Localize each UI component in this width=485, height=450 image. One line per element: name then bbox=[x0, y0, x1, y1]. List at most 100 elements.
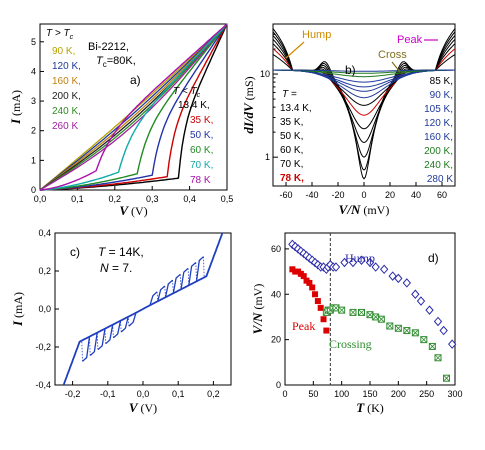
panel-a-legend-above-item: 200 K, bbox=[52, 91, 81, 102]
panel-c-temp-symbol: T bbox=[98, 245, 107, 259]
panel-a-tc-sub: c bbox=[103, 60, 107, 69]
panel-a-legend-above-title-text: T > T bbox=[46, 28, 71, 39]
panel-a-sample: Bi-2212, bbox=[88, 41, 129, 53]
panel-b-hump-arrow bbox=[285, 41, 305, 59]
panel-d-point-crossing-x2 bbox=[386, 322, 394, 330]
panel-a-curve-below bbox=[39, 23, 228, 191]
panel-b: -60 -40 -20 0 20 40 60 1 10 V/N (mV) dI/dV (mS) Hum… bbox=[241, 23, 456, 217]
panel-a-ytick-label: 4 bbox=[31, 66, 36, 76]
panel-d-point-hump bbox=[411, 289, 420, 300]
panel-c-xtick-label: -0,2 bbox=[65, 389, 81, 399]
panel-a: 0,0 0,1 0,2 0,3 0,4 0,5 0 1 2 3 4 5 V (V) I (mA) Bi-22… bbox=[8, 23, 234, 218]
panel-b-legend-right-item: 85 K, bbox=[430, 76, 453, 87]
panel-a-curve-below bbox=[39, 23, 228, 191]
panel-a-ytick-label: 0 bbox=[31, 185, 36, 195]
panel-d-point-peak bbox=[300, 273, 307, 280]
panel-b-legend-right-item: 120 K, bbox=[424, 118, 453, 129]
panel-c-n-symbol: N bbox=[100, 261, 109, 275]
panel-d-point-hump bbox=[357, 255, 366, 265]
panel-b-xtick-label: 60 bbox=[437, 190, 447, 200]
panel-a-xtick-label: 0,5 bbox=[221, 194, 234, 204]
panel-a-legend-below-title: T < Tc bbox=[173, 86, 201, 99]
panel-a-legend-above-item: 120 K, bbox=[52, 61, 81, 72]
panel-d-peak-label: Peak bbox=[292, 319, 315, 333]
panel-d-point-hump bbox=[433, 316, 443, 327]
panel-a-legend-above-item: 260 K bbox=[52, 121, 78, 132]
panel-d-point-hump bbox=[365, 257, 375, 268]
panel-a-legend-below-item: 35 K, bbox=[190, 115, 213, 126]
panel-d-ylabel-symbol: V/N bbox=[250, 312, 265, 334]
panel-a-ylabel-unit: (mA) bbox=[9, 90, 23, 119]
panel-c-branch-jump bbox=[81, 340, 83, 362]
panel-b-legend-left-item: 50 K, bbox=[280, 131, 303, 142]
panel-b-curve bbox=[273, 69, 455, 88]
panel-d-point-crossing-x2 bbox=[429, 343, 436, 350]
panel-b-peak-label: Peak bbox=[397, 34, 423, 46]
panel-a-xtick-label: 0,2 bbox=[109, 194, 122, 204]
panel-d-xtick-label: 200 bbox=[391, 389, 406, 399]
panel-c-branch bbox=[172, 273, 181, 294]
panel-c-label: c) bbox=[70, 245, 80, 259]
panel-c-temp: T = 14K, bbox=[98, 245, 144, 259]
panel-c-xlabel: V (V) bbox=[129, 400, 157, 415]
panel-a-legend-below-item: 70 K, bbox=[190, 160, 213, 171]
panel-a-xlabel: V (V) bbox=[119, 203, 147, 218]
panel-a-curve-above bbox=[39, 23, 228, 191]
panel-a-ytick-label: 3 bbox=[31, 96, 36, 106]
panel-c-branch bbox=[195, 256, 204, 282]
panel-d-point-hump bbox=[448, 339, 457, 349]
panel-d-point-crossing-x2 bbox=[412, 329, 419, 337]
panel-d-point-crossing-x2 bbox=[395, 325, 402, 332]
panel-c-xtick-label: 0,1 bbox=[172, 389, 185, 399]
panel-b-xlabel-unit: (mV) bbox=[360, 203, 389, 217]
panel-d-point-crossing-x2 bbox=[366, 311, 374, 318]
panel-a-tc-symbol: T bbox=[96, 55, 104, 67]
panel-b-curve bbox=[273, 69, 455, 83]
panel-d-point-hump bbox=[380, 264, 389, 275]
panel-c-branch-jump bbox=[203, 256, 205, 278]
panel-a-legend-above-item: 90 K, bbox=[52, 46, 75, 57]
panel-d-point-hump bbox=[416, 296, 426, 306]
panel-b-ytick-label: 1 bbox=[265, 152, 270, 162]
panel-c-branch bbox=[128, 312, 137, 327]
panel-c-branch-jump bbox=[172, 280, 174, 294]
panel-d-point-hump bbox=[331, 262, 341, 272]
panel-b-xtick-label: 0 bbox=[361, 190, 366, 200]
panel-a-ylabel: I (mA) bbox=[8, 90, 23, 125]
panel-b-legend-right-item: 200 K, bbox=[424, 146, 453, 157]
panel-d-point-hump bbox=[371, 262, 380, 272]
panel-b-legend-right-item: 280 K bbox=[427, 174, 453, 185]
panel-c-n: N = 7. bbox=[100, 261, 132, 275]
panel-c-curves bbox=[62, 233, 224, 385]
panel-c-ylabel-symbol: I bbox=[10, 320, 25, 327]
panel-d-xlabel-unit: (K) bbox=[364, 401, 384, 415]
panel-c-branch bbox=[149, 291, 158, 306]
panel-a-xtick-label: 0,3 bbox=[146, 194, 159, 204]
panel-c-branch bbox=[105, 324, 114, 345]
panel-a-ylabel-symbol: I bbox=[8, 118, 23, 125]
panel-a-ytick-label: 1 bbox=[31, 155, 36, 165]
panel-c-branch bbox=[188, 262, 197, 286]
panel-c-ytick-label: -0,4 bbox=[35, 380, 51, 390]
panel-b-xtick-label: -60 bbox=[279, 190, 292, 200]
panel-d-point-crossing-x2 bbox=[372, 313, 379, 321]
panel-b-cross-label: Cross bbox=[378, 49, 407, 61]
panel-d-ytick-label: 0 bbox=[276, 380, 281, 390]
panel-a-curve-above bbox=[39, 23, 228, 191]
panel-c-branch bbox=[120, 316, 129, 333]
panel-c-ylabel: I (mA) bbox=[10, 292, 25, 327]
panel-b-legend-left-item: 78 K, bbox=[280, 173, 304, 184]
panel-d-point-hump bbox=[394, 273, 403, 284]
panel-d-point-crossing-x2 bbox=[378, 315, 385, 323]
panel-c-xtick-label: 0,0 bbox=[137, 389, 150, 399]
panel-d-point-crossing-x2 bbox=[332, 304, 340, 312]
panel-d-point-hump bbox=[340, 257, 349, 268]
panel-a-legend-above-title: T > Tc bbox=[46, 28, 74, 41]
panel-b-ylabel-symbol: dI/dV bbox=[241, 102, 256, 134]
panel-a-xtick-label: 0,4 bbox=[183, 194, 196, 204]
panel-b-legend-right-item: 105 K, bbox=[424, 104, 453, 115]
panel-b-legend-right-item: 90 K, bbox=[430, 90, 453, 101]
panel-d-point-peak bbox=[320, 316, 327, 323]
panel-c-xtick-label: -0,1 bbox=[100, 389, 116, 399]
